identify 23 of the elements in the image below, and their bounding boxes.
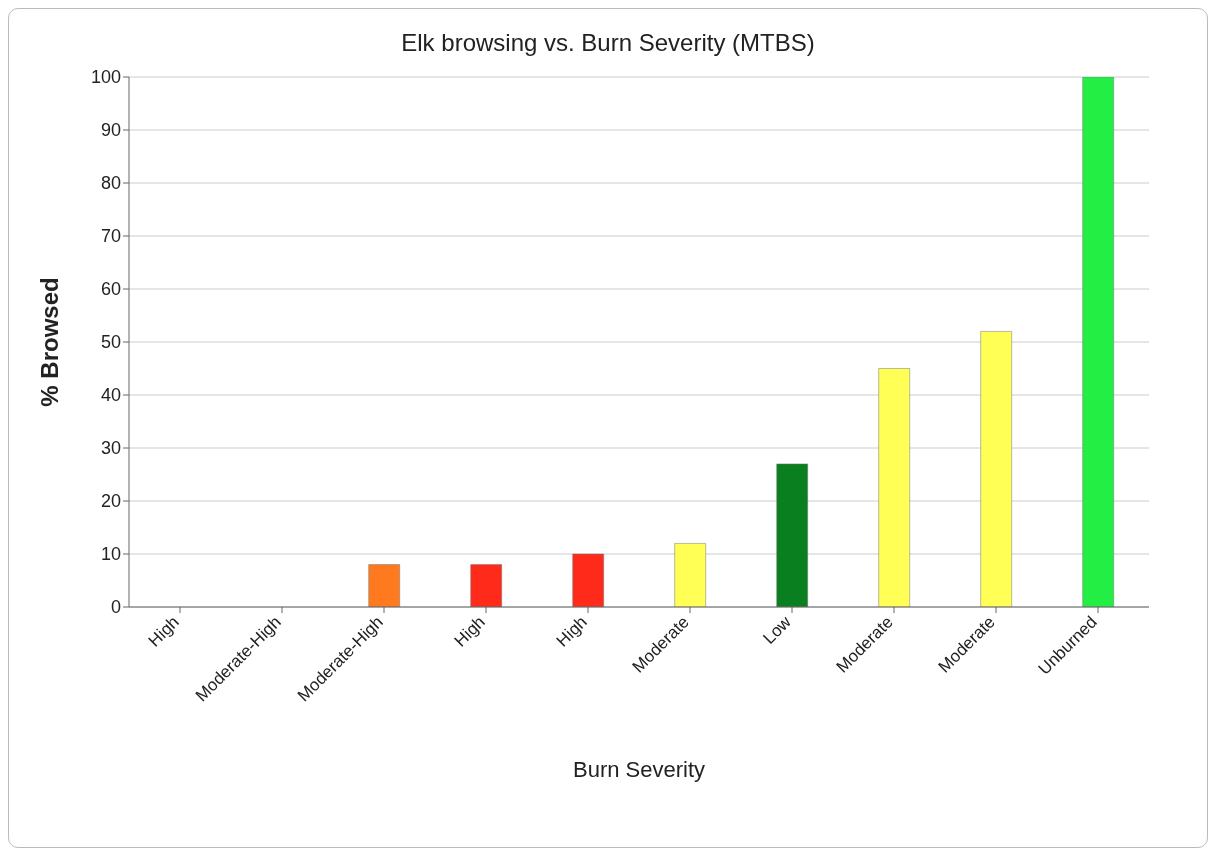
y-tick-label: 90 <box>100 120 121 141</box>
y-tick-label: 20 <box>100 491 121 512</box>
bar <box>368 564 400 607</box>
y-tick-label: 100 <box>90 67 121 88</box>
y-tick-label: 70 <box>100 226 121 247</box>
y-tick-label: 10 <box>100 544 121 565</box>
chart-title: Elk browsing vs. Burn Severity (MTBS) <box>400 28 816 57</box>
y-axis-title: % Browsed <box>35 277 63 407</box>
y-tick-label: 50 <box>100 332 121 353</box>
bar <box>470 564 502 607</box>
y-tick-label: 80 <box>100 173 121 194</box>
y-tick-label: 0 <box>110 597 121 618</box>
y-tick-label: 60 <box>100 279 121 300</box>
bar <box>674 543 706 607</box>
bar <box>878 368 910 607</box>
y-tick-label: 40 <box>100 385 121 406</box>
bar <box>572 553 604 607</box>
x-axis-title: Burn Severity <box>572 757 706 782</box>
bar <box>980 331 1012 607</box>
bar <box>1082 77 1114 607</box>
bar <box>776 463 808 607</box>
y-tick-label: 30 <box>100 438 121 459</box>
x-tick-label: Low <box>759 611 796 648</box>
